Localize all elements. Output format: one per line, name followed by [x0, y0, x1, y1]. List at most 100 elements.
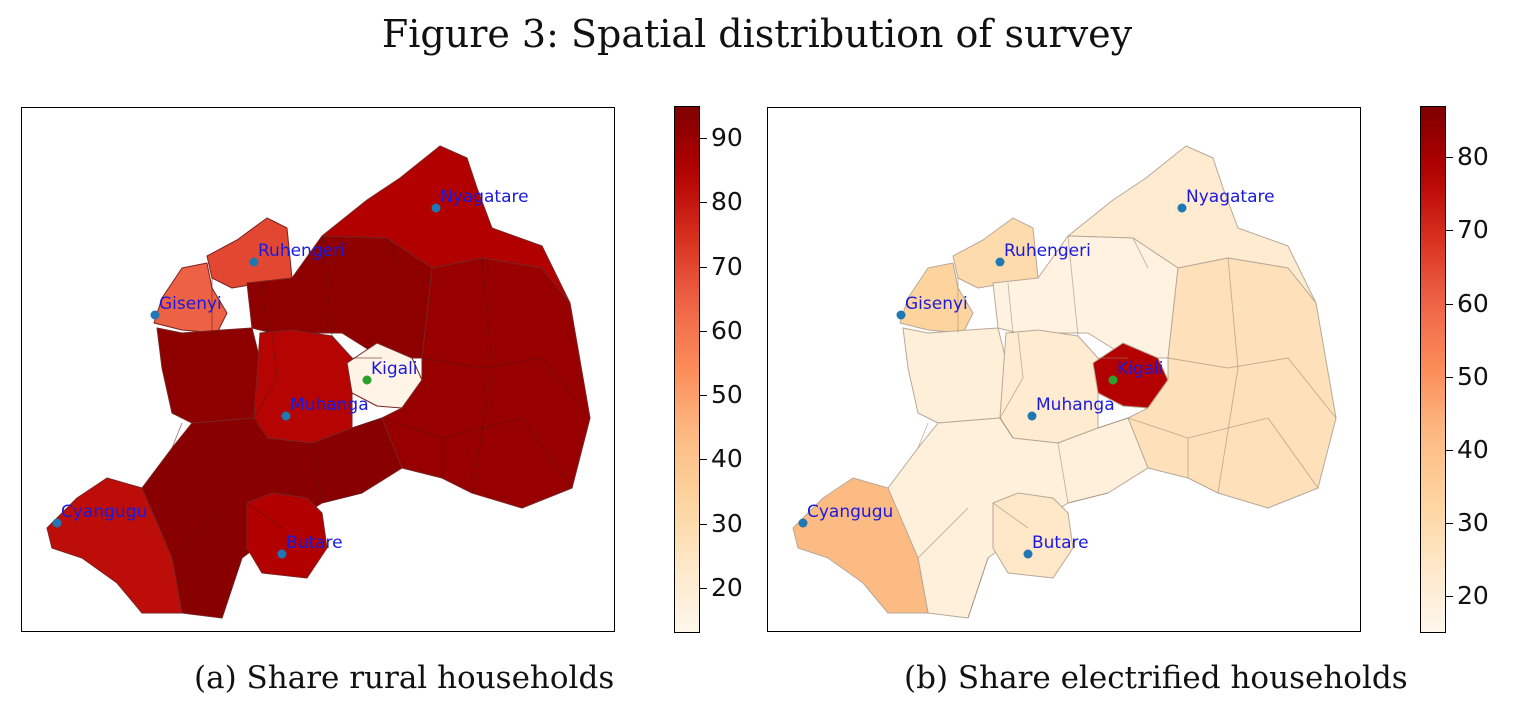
colorbar-tick-label: 20: [711, 573, 743, 602]
colorbar-tick-mark: [1446, 596, 1453, 598]
colorbar-tick-mark: [700, 459, 707, 461]
colorbar-tick-label: 20: [1457, 581, 1489, 611]
district-border: [311, 442, 323, 504]
colorbar-tick-mark: [700, 523, 707, 525]
district-gisenyi-area: [899, 262, 974, 334]
city-marker-butare: [277, 549, 287, 559]
district-cyangugu-area: [46, 477, 183, 614]
colorbar-tick-label: 80: [1457, 142, 1489, 172]
city-label-muhanga: Muhanga: [1036, 395, 1115, 415]
colorbar-tick-label: 80: [711, 187, 743, 217]
city-marker-muhanga: [1027, 411, 1037, 421]
colorbar-tick-label: 40: [1457, 435, 1489, 464]
city-label-kigali: Kigali: [371, 359, 418, 379]
city-label-butare: Butare: [1032, 533, 1089, 553]
district-border: [321, 492, 363, 504]
colorbar-b: [1420, 106, 1446, 633]
district-border: [253, 332, 278, 419]
colorbar-tick-label: 40: [711, 444, 743, 474]
colorbar-tick-mark: [1446, 230, 1453, 232]
district-border: [421, 357, 591, 419]
city-label-gisenyi: Gisenyi: [905, 294, 968, 314]
district-border: [992, 502, 1029, 529]
city-label-ruhengeri: Ruhengeri: [1004, 241, 1091, 261]
district-border: [999, 332, 1024, 419]
city-label-ruhengeri: Ruhengeri: [258, 241, 345, 261]
city-marker-kigali: [362, 375, 372, 385]
colorbar-tick-label: 50: [1457, 361, 1489, 391]
district-border: [321, 235, 333, 337]
district-border: [917, 422, 929, 449]
colorbar-tick-mark: [700, 202, 707, 204]
district-border: [386, 237, 403, 269]
city-label-cyangugu: Cyangugu: [61, 502, 147, 522]
colorbar-tick-mark: [700, 138, 707, 140]
figure-title: Figure 3: Spatial distribution of survey: [381, 12, 1133, 56]
district-border: [261, 282, 268, 334]
city-marker-nyagatare: [1177, 203, 1187, 213]
city-marker-butare: [1023, 549, 1033, 559]
city-marker-ruhengeri: [995, 257, 1005, 267]
district-west: [902, 327, 1009, 424]
colorbar-b-ticks: 20 30 40 50 60 70 80: [1446, 106, 1506, 633]
city-marker-gisenyi: [896, 310, 906, 320]
colorbar-tick-mark: [700, 266, 707, 268]
colorbar-tick-label: 60: [1457, 288, 1489, 318]
city-marker-nyagatare: [431, 203, 441, 213]
district-border: [171, 422, 183, 449]
district-border: [246, 502, 283, 529]
colorbar-a-ticks: 20 30 40 50 60 70 80 90: [700, 106, 760, 633]
district-border: [1057, 442, 1069, 504]
district-muhanga-area: [999, 329, 1099, 444]
district-west: [156, 327, 263, 424]
district-border: [171, 507, 223, 559]
district-border: [1132, 237, 1149, 269]
colorbar-tick-label: 70: [1457, 215, 1489, 245]
district-butare-area: [992, 492, 1074, 579]
colorbar-tick-label: 60: [711, 315, 743, 345]
map-panel-b: Nyagatare Ruhengeri Gisenyi Kigali Muhanga Cy…: [767, 107, 1361, 632]
colorbar-a: [674, 106, 700, 633]
district-border: [253, 417, 268, 439]
district-butare-area: [246, 492, 328, 579]
colorbar-tick-label: 50: [711, 380, 743, 410]
district-border: [1127, 417, 1319, 489]
colorbar-tick-mark: [700, 588, 707, 589]
district-border: [1097, 417, 1129, 429]
colorbar-tick-label: 30: [711, 508, 743, 538]
city-label-cyangugu: Cyangugu: [807, 502, 893, 522]
district-gisenyi-area: [153, 262, 228, 334]
district-border: [1067, 492, 1109, 504]
city-marker-kigali: [1108, 375, 1118, 385]
colorbar-tick-mark: [1446, 376, 1453, 378]
city-label-kigali: Kigali: [1117, 359, 1164, 379]
city-marker-cyangugu: [798, 518, 808, 528]
colorbar-tick-mark: [1446, 450, 1453, 451]
city-label-gisenyi: Gisenyi: [159, 294, 222, 314]
district-border: [999, 417, 1014, 439]
city-marker-muhanga: [281, 411, 291, 421]
colorbar-tick-mark: [1446, 157, 1453, 159]
district-cyangugu-area: [792, 477, 929, 614]
map-panel-a: Nyagatare Ruhengeri Gisenyi Kigali Muhanga Cy…: [21, 107, 615, 632]
colorbar-tick-label: 90: [711, 123, 743, 153]
colorbar-tick-mark: [700, 395, 707, 397]
district-border: [471, 257, 493, 494]
city-label-butare: Butare: [286, 533, 343, 553]
district-border: [221, 557, 243, 619]
district-east: [1127, 257, 1337, 509]
caption-b: (b) Share electrified households: [904, 660, 1408, 696]
district-border: [381, 417, 573, 489]
district-muhanga-area: [253, 329, 353, 444]
city-marker-ruhengeri: [249, 257, 259, 267]
district-east: [381, 257, 591, 509]
district-border: [1067, 235, 1079, 337]
colorbar-tick-mark: [1446, 303, 1453, 305]
district-border: [351, 417, 383, 429]
city-label-nyagatare: Nyagatare: [440, 187, 529, 207]
city-label-muhanga: Muhanga: [290, 395, 369, 415]
city-label-nyagatare: Nyagatare: [1186, 187, 1275, 207]
city-marker-gisenyi: [150, 310, 160, 320]
